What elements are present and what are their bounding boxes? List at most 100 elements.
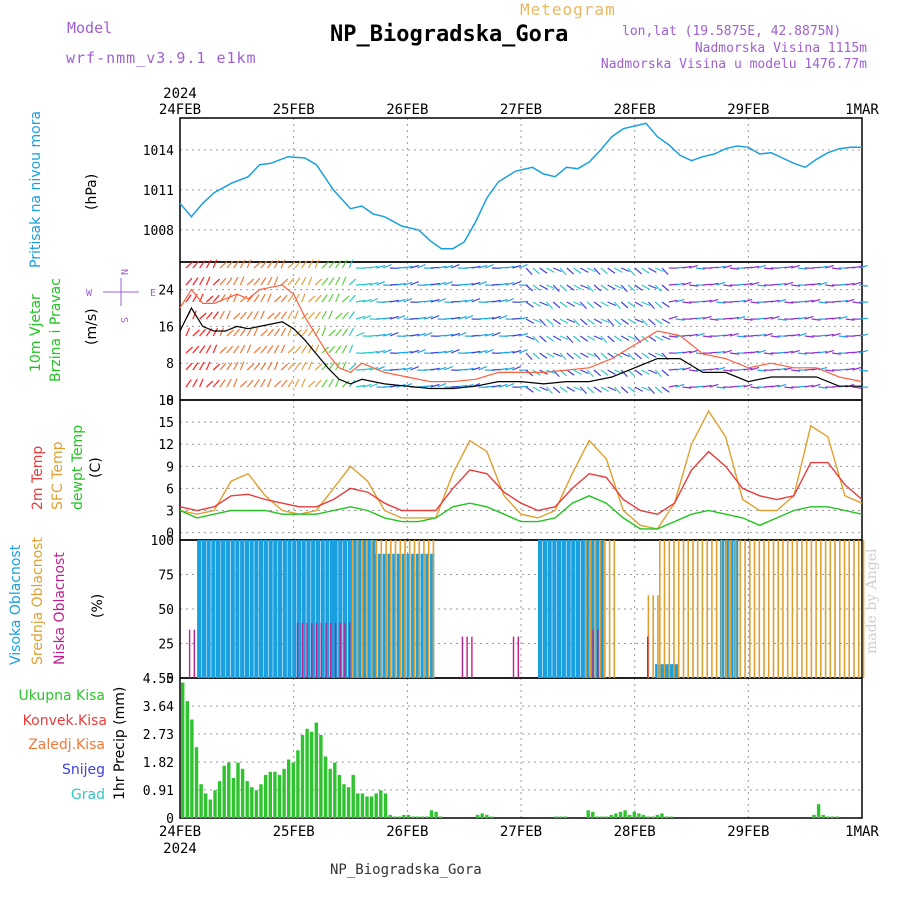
wind-barb-arrow bbox=[341, 259, 348, 269]
precip-legend-item: Grad bbox=[71, 787, 105, 803]
wind-barb-arrow bbox=[818, 301, 828, 304]
wind-barb-arrow bbox=[532, 352, 540, 360]
wind-barb-arrow bbox=[852, 301, 862, 304]
mid-cloud-bar bbox=[427, 540, 430, 678]
wind-barb-arrow bbox=[566, 335, 574, 344]
precip-bar bbox=[328, 768, 332, 818]
panel-frame bbox=[179, 677, 863, 819]
precip-bar bbox=[618, 811, 623, 818]
wind-barb-arrow bbox=[246, 259, 252, 269]
high-cloud-bar bbox=[585, 540, 590, 678]
mid-cloud-bar bbox=[749, 540, 751, 678]
wind-barb-arrow bbox=[586, 301, 595, 309]
wind-barb-arrow bbox=[450, 264, 460, 269]
wind-barb-arrow bbox=[273, 328, 281, 337]
mid-cloud-bar bbox=[657, 595, 659, 678]
wind-barb-arrow bbox=[341, 328, 349, 337]
wind-barb-arrow bbox=[417, 332, 427, 337]
precip-bar bbox=[268, 771, 272, 818]
wind-barb-arrow bbox=[586, 352, 596, 358]
mid-cloud-bar bbox=[613, 540, 616, 678]
wind-barb-arrow bbox=[484, 264, 494, 269]
precip-bar bbox=[291, 762, 295, 818]
wind-barb-arrow bbox=[464, 298, 474, 303]
wind-barb-arrow bbox=[212, 327, 219, 337]
wind-barb-arrow bbox=[233, 345, 240, 354]
wind-barb-arrow bbox=[729, 332, 739, 337]
precip-bar bbox=[402, 814, 406, 818]
wind-barb-arrow bbox=[328, 378, 334, 388]
compass-east-label: E bbox=[150, 288, 156, 299]
wind-barb-arrow bbox=[613, 301, 621, 310]
wind-barb-arrow bbox=[239, 344, 246, 354]
wind-barb-arrow bbox=[600, 369, 609, 376]
wind-barb-arrow bbox=[580, 335, 589, 342]
altitude-text: Nadmorska Visina 1115m bbox=[694, 41, 867, 56]
wind-barb-arrow bbox=[641, 284, 650, 290]
wind-barb-arrow bbox=[532, 301, 541, 307]
wind-barb-arrow bbox=[226, 362, 233, 371]
wind-barb-arrow bbox=[287, 346, 296, 354]
wind-barb-arrow bbox=[355, 332, 365, 337]
high-cloud-bar bbox=[566, 540, 571, 678]
wind-barb-arrow bbox=[423, 384, 434, 388]
wind-barb-arrow bbox=[253, 310, 259, 320]
precip-bar bbox=[296, 750, 300, 818]
wind-barb-arrow bbox=[328, 277, 335, 286]
precip-bar bbox=[554, 816, 558, 818]
mid-cloud-bar bbox=[744, 540, 746, 678]
wind-barb-arrow bbox=[369, 281, 379, 286]
wind-barb-arrow bbox=[525, 386, 534, 393]
wind-barb-arrow bbox=[607, 301, 617, 307]
mid-cloud-bar bbox=[701, 540, 704, 678]
mid-cloud-bar bbox=[692, 540, 694, 678]
y-tick-label: 100 bbox=[151, 534, 174, 549]
wind-barb-arrow bbox=[852, 386, 862, 389]
mid-cloud-bar bbox=[801, 540, 803, 678]
panel-frame bbox=[179, 399, 863, 541]
high-cloud-bar bbox=[373, 553, 378, 678]
wind-barb-arrow bbox=[498, 298, 508, 303]
wind-barb-arrow bbox=[328, 329, 336, 337]
wind-barb-arrow bbox=[784, 265, 794, 269]
wind-barb-arrow bbox=[437, 366, 447, 371]
mid-cloud-bar bbox=[432, 540, 435, 678]
precip-bar bbox=[669, 816, 673, 818]
wind-barb-arrow bbox=[811, 318, 821, 321]
wind-barb-arrow bbox=[539, 267, 548, 274]
wind-barb-arrow bbox=[383, 316, 393, 320]
precip-bar bbox=[300, 734, 305, 818]
low-cloud-bar bbox=[320, 622, 322, 678]
mid-cloud-bar bbox=[758, 540, 761, 678]
wind-barb-arrow bbox=[859, 369, 869, 372]
precip-bar bbox=[337, 774, 342, 818]
wind-barb-arrow bbox=[423, 315, 433, 320]
wind-barb-arrow bbox=[348, 363, 357, 371]
wind-barb-arrow bbox=[287, 362, 295, 371]
sfc-temp-title: SFC Temp bbox=[50, 441, 66, 510]
mid-cloud-title: Srednja Oblacnost bbox=[30, 537, 46, 665]
wind-barb-arrow bbox=[763, 332, 773, 337]
precip-legend-item: Ukupna Kisa bbox=[18, 688, 105, 704]
high-cloud-bar bbox=[406, 553, 411, 678]
wind-barb-arrow bbox=[382, 349, 392, 354]
wind-barb-arrow bbox=[797, 316, 807, 320]
wind-barb-arrow bbox=[532, 386, 541, 392]
wind-barb-arrow bbox=[818, 281, 828, 286]
wind-barb-arrow bbox=[723, 284, 733, 287]
mid-cloud-bar bbox=[820, 540, 822, 678]
precip-bar bbox=[204, 793, 208, 818]
wind-barb-arrow bbox=[273, 276, 279, 286]
mid-cloud-bar bbox=[720, 540, 723, 678]
y-tick-label: 8 bbox=[166, 357, 174, 372]
wind-barb-arrow bbox=[586, 284, 594, 293]
wind-barb-arrow bbox=[634, 318, 644, 324]
wind-barb-arrow bbox=[689, 264, 698, 269]
high-cloud-bar bbox=[674, 664, 679, 678]
precip-bar bbox=[586, 810, 590, 818]
high-cloud-bar bbox=[396, 553, 402, 678]
wind-barb-arrow bbox=[233, 328, 240, 337]
wind-barb-arrow bbox=[552, 335, 562, 341]
high-cloud-bar bbox=[211, 540, 216, 678]
wind-barb-arrow bbox=[498, 282, 508, 286]
